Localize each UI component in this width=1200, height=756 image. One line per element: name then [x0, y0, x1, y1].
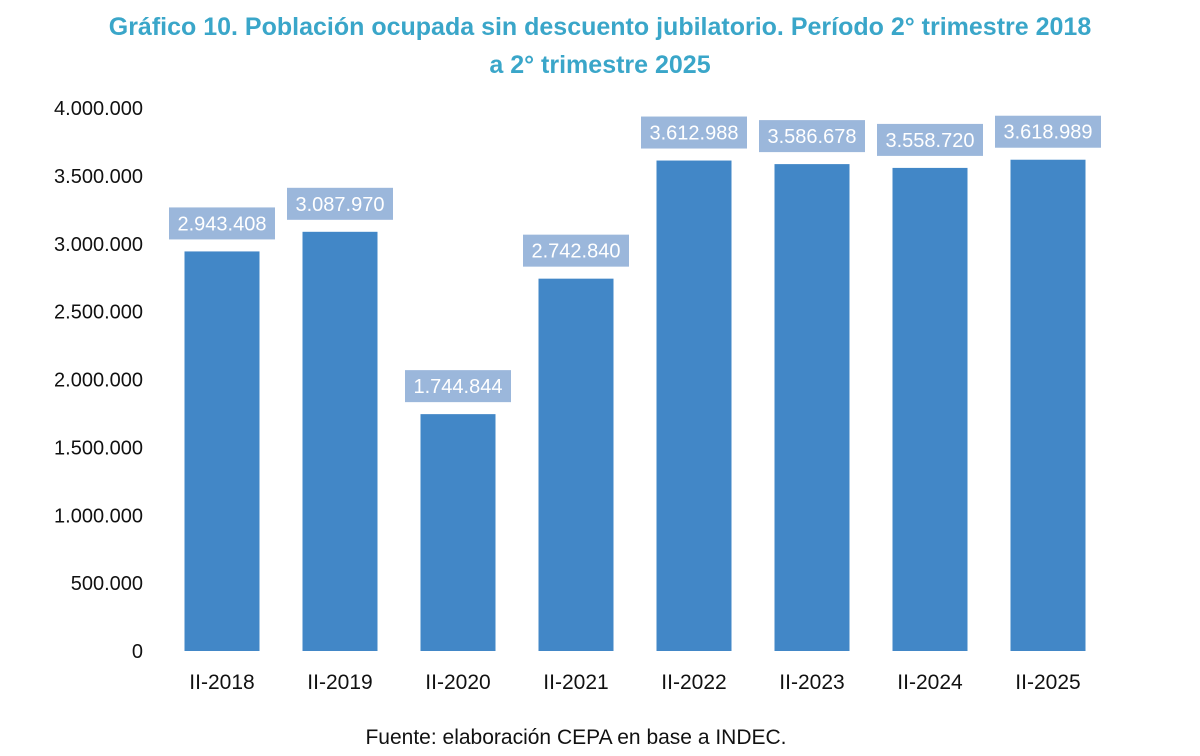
x-tick-label: II-2021: [543, 671, 608, 694]
x-tick-label: II-2025: [1015, 671, 1080, 694]
data-label-II-2022: 3.612.988: [641, 116, 747, 149]
bars: [184, 159, 1086, 652]
y-tick-label: 3.500.000: [54, 166, 143, 188]
data-label-II-2023: 3.586.678: [759, 120, 865, 153]
x-tick-label: II-2020: [425, 671, 490, 694]
bar-II-2022: [656, 160, 732, 652]
x-tick-label: II-2023: [779, 671, 844, 694]
data-label-box: [995, 115, 1101, 148]
y-tick-label: 2.500.000: [54, 302, 143, 324]
source-note: Fuente: elaboración CEPA en base a INDEC…: [365, 726, 787, 749]
data-label-text: 3.087.970: [296, 194, 385, 216]
data-label-II-2024: 3.558.720: [877, 123, 983, 156]
y-tick-label: 3.000.000: [54, 234, 143, 256]
data-label-box: [523, 234, 629, 267]
y-tick-label: 2.000.000: [54, 370, 143, 392]
data-label-text: 1.744.844: [414, 376, 503, 398]
x-tick-label: II-2022: [661, 671, 726, 694]
data-label-II-2021: 2.742.840: [523, 234, 629, 267]
chart-title: Gráfico 10. Población ocupada sin descue…: [0, 8, 1200, 84]
y-axis: 0 500.000 1.000.000 1.500.000 2.000.000 2.500…: [54, 98, 143, 663]
value-labels: 2.943.408 3.087.970 1.744.844 2.742.840 3.61…: [169, 115, 1101, 403]
bar-II-2018: [184, 251, 260, 651]
x-tick-label: II-2019: [307, 671, 372, 694]
y-tick-label: 1.500.000: [54, 437, 143, 459]
bar-II-2023: [774, 164, 850, 651]
data-label-box: [405, 370, 511, 403]
chart-title-line-2: a 2° trimestre 2025: [489, 51, 711, 79]
y-tick-label: 1.000.000: [54, 505, 143, 527]
x-tick-label: II-2024: [897, 671, 963, 694]
bar-II-2019: [302, 231, 378, 651]
x-tick-label: II-2018: [189, 671, 254, 694]
x-axis: II-2018 II-2019 II-2020 II-2021 II-2022 II-20…: [189, 671, 1080, 694]
y-tick-label: 500.000: [71, 573, 143, 595]
data-label-II-2019: 3.087.970: [287, 187, 393, 220]
data-label-text: 3.612.988: [650, 123, 739, 145]
y-tick-label: 4.000.000: [54, 98, 143, 120]
data-label-text: 2.742.840: [532, 241, 621, 263]
data-label-text: 2.943.408: [178, 213, 267, 235]
data-label-box: [287, 187, 393, 220]
data-label-box: [641, 116, 747, 149]
data-label-II-2020: 1.744.844: [405, 370, 511, 403]
data-label-text: 3.558.720: [886, 130, 975, 152]
y-tick-label: 0: [132, 641, 143, 663]
bar-II-2024: [892, 167, 968, 652]
bar-II-2020: [420, 414, 496, 651]
data-label-text: 3.586.678: [768, 126, 857, 148]
data-label-box: [759, 120, 865, 153]
bar-II-2025: [1010, 159, 1086, 652]
data-label-II-2018: 2.943.408: [169, 207, 275, 240]
chart-title-line-1: Gráfico 10. Población ocupada sin descue…: [108, 13, 1092, 41]
data-label-box: [877, 123, 983, 156]
data-label-II-2025: 3.618.989: [995, 115, 1101, 148]
data-label-text: 3.618.989: [1004, 122, 1093, 144]
data-label-box: [169, 207, 275, 240]
bar-II-2021: [538, 278, 614, 651]
